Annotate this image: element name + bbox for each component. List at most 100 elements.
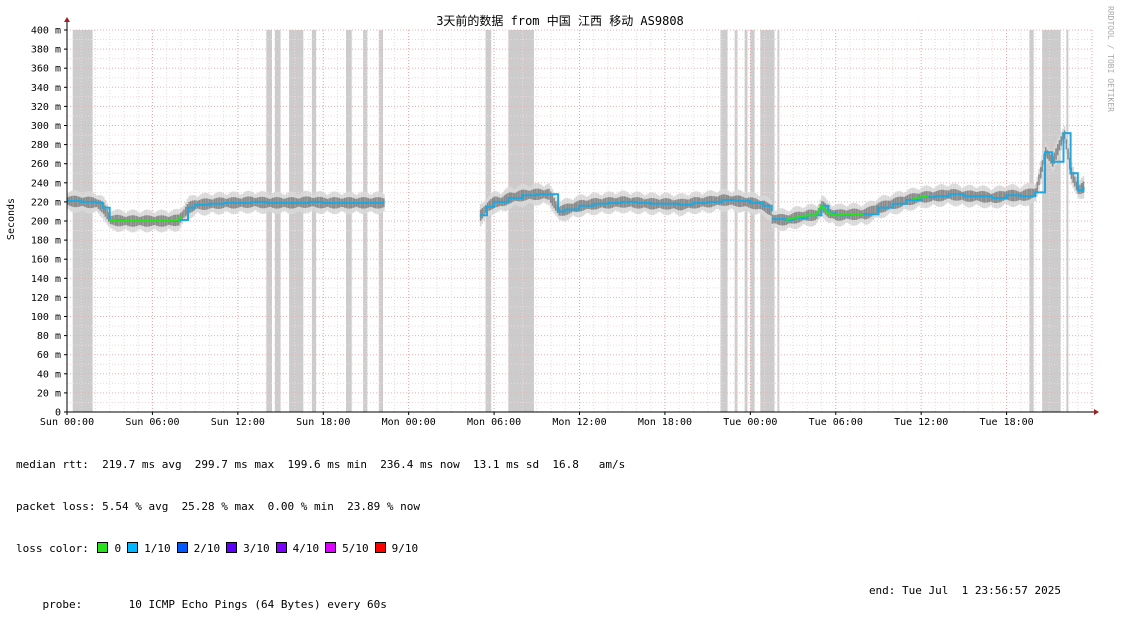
smoke-inner [1024, 189, 1027, 201]
smoke-inner [867, 207, 869, 219]
x-ticks: Sun 00:00 Sun 06:00 Sun 12:00 Sun 18:00 Mon … [40, 412, 1034, 428]
smoke-inner [717, 196, 719, 205]
packet-loss-line: packet loss: 5.54 % avg 25.28 % max 0.00… [16, 500, 420, 513]
smoke-inner [998, 191, 1001, 203]
smoke-inner [1065, 139, 1068, 150]
smoke-inner [947, 190, 950, 199]
probe-text: probe: 10 ICMP Echo Pings (64 Bytes) eve… [42, 598, 387, 611]
median-line-no-loss [109, 215, 182, 222]
smoke-inner [97, 199, 100, 209]
smoke-inner [106, 208, 108, 220]
y-tick-label: 300 m [31, 121, 61, 132]
y-tick-label: 200 m [31, 217, 61, 228]
loss-color-swatch [97, 542, 109, 553]
smoke-inner [744, 198, 747, 207]
smoke-inner [869, 206, 871, 218]
smoke-inner [572, 203, 574, 212]
smoke-inner [1072, 171, 1074, 183]
smoke-inner [748, 197, 750, 208]
x-tick-label: Mon 18:00 [638, 417, 692, 428]
smoke-inner [686, 199, 689, 208]
loss-color-swatch-label: 4/10 [292, 542, 320, 555]
loss-band [363, 30, 368, 412]
smoke-inner [503, 195, 506, 206]
loss-color-swatch [275, 542, 287, 553]
x-tick-label: Sun 00:00 [40, 417, 94, 428]
y-tick-label: 240 m [31, 178, 61, 189]
smoke-inner [1002, 191, 1004, 201]
x-tick-label: Tue 06:00 [809, 417, 863, 428]
y-tick-label: 380 m [31, 45, 61, 56]
smoke-spread [67, 126, 1085, 233]
y-ticks: 0 20 m 40 m 60 m 80 m 100 m 120 m 140 m 160 m 180… [31, 26, 67, 419]
smoke-inner [959, 191, 962, 201]
x-tick-label: Tue 12:00 [894, 417, 948, 428]
smoke-inner [183, 209, 185, 218]
smoke-inner [104, 205, 107, 217]
y-tick-label: 320 m [31, 102, 61, 113]
median-line [67, 199, 385, 222]
loss-color-swatch [374, 542, 386, 553]
smoke-inner [884, 200, 887, 212]
loss-color-swatch-label: 9/10 [391, 542, 419, 555]
loss-band [508, 30, 534, 412]
smoke-inner [758, 200, 760, 209]
smoke-inner [1050, 154, 1052, 164]
smoke-inner [766, 202, 769, 214]
y-tick-label: 100 m [31, 312, 61, 323]
smoke-inner [715, 196, 718, 205]
y-tick-label: 360 m [31, 64, 61, 75]
smoke-inner [901, 196, 904, 207]
y-tick-label: 280 m [31, 140, 61, 151]
watermark: RRDTOOL / TOBI OETIKER [1106, 6, 1115, 112]
smoke-inner [1000, 191, 1003, 202]
smoke-inner [1058, 140, 1061, 151]
y-tick-label: 260 m [31, 159, 61, 170]
x-tick-label: Tue 00:00 [723, 417, 777, 428]
y-tick-label: 220 m [31, 197, 61, 208]
smoke-inner [1055, 148, 1057, 160]
y-tick-label: 20 m [37, 388, 61, 399]
loss-color-swatch-label: 2/10 [193, 542, 221, 555]
smoke-inner [1080, 183, 1083, 194]
smoke-inner [1046, 150, 1049, 159]
smoke-inner [587, 200, 590, 209]
smoke-inner [746, 197, 748, 207]
smoke-inner [590, 198, 593, 210]
loss-band [346, 30, 352, 412]
probe-line: probe: 10 ICMP Echo Pings (64 Bytes) eve… [16, 584, 1091, 611]
smoke-inner [1033, 188, 1035, 197]
smoke-inner [491, 197, 494, 210]
smoke-inner [1041, 160, 1044, 172]
smoke-inner [944, 190, 946, 200]
chart-title: 3天前的数据 from 中国 江西 移动 AS9808 [436, 13, 684, 28]
smoke-inner [899, 196, 902, 208]
x-tick-label: Tue 18:00 [979, 417, 1033, 428]
smoke-inner [1029, 188, 1032, 200]
smoke-inner [1026, 188, 1028, 201]
smoke-inner [514, 193, 516, 201]
loss-color-line: loss color: 0 1/10 2/10 3/10 4/10 5/10 9/10 [16, 542, 1091, 556]
smoke-inner [481, 207, 484, 219]
smoke-inner [505, 193, 508, 206]
smoke-inner [903, 196, 905, 206]
smoke-inner [719, 195, 721, 206]
smoke-inner [872, 205, 875, 216]
smoke-inner [589, 199, 591, 210]
loss-color-swatch-label: 1/10 [144, 542, 171, 555]
smoke-inner [689, 198, 692, 209]
smoke-inner [990, 193, 992, 202]
median-line-no-loss [785, 204, 863, 221]
smoke-inner [1038, 174, 1040, 186]
y-axis-label: Seconds [6, 198, 17, 240]
smoke-inner [1075, 181, 1078, 190]
median-rtt-line: median rtt: 219.7 ms avg 299.7 ms max 19… [16, 458, 626, 471]
smoke-inner [573, 202, 576, 212]
smoke-inner [519, 190, 521, 202]
smoke-inner [887, 200, 890, 210]
legend: median rtt: 219.7 ms avg 299.7 ms max 19… [16, 430, 1091, 612]
smoke-inner [99, 200, 102, 211]
x-tick-label: Mon 00:00 [382, 417, 436, 428]
loss-band [1029, 30, 1034, 412]
smoke-inner [1074, 176, 1076, 187]
